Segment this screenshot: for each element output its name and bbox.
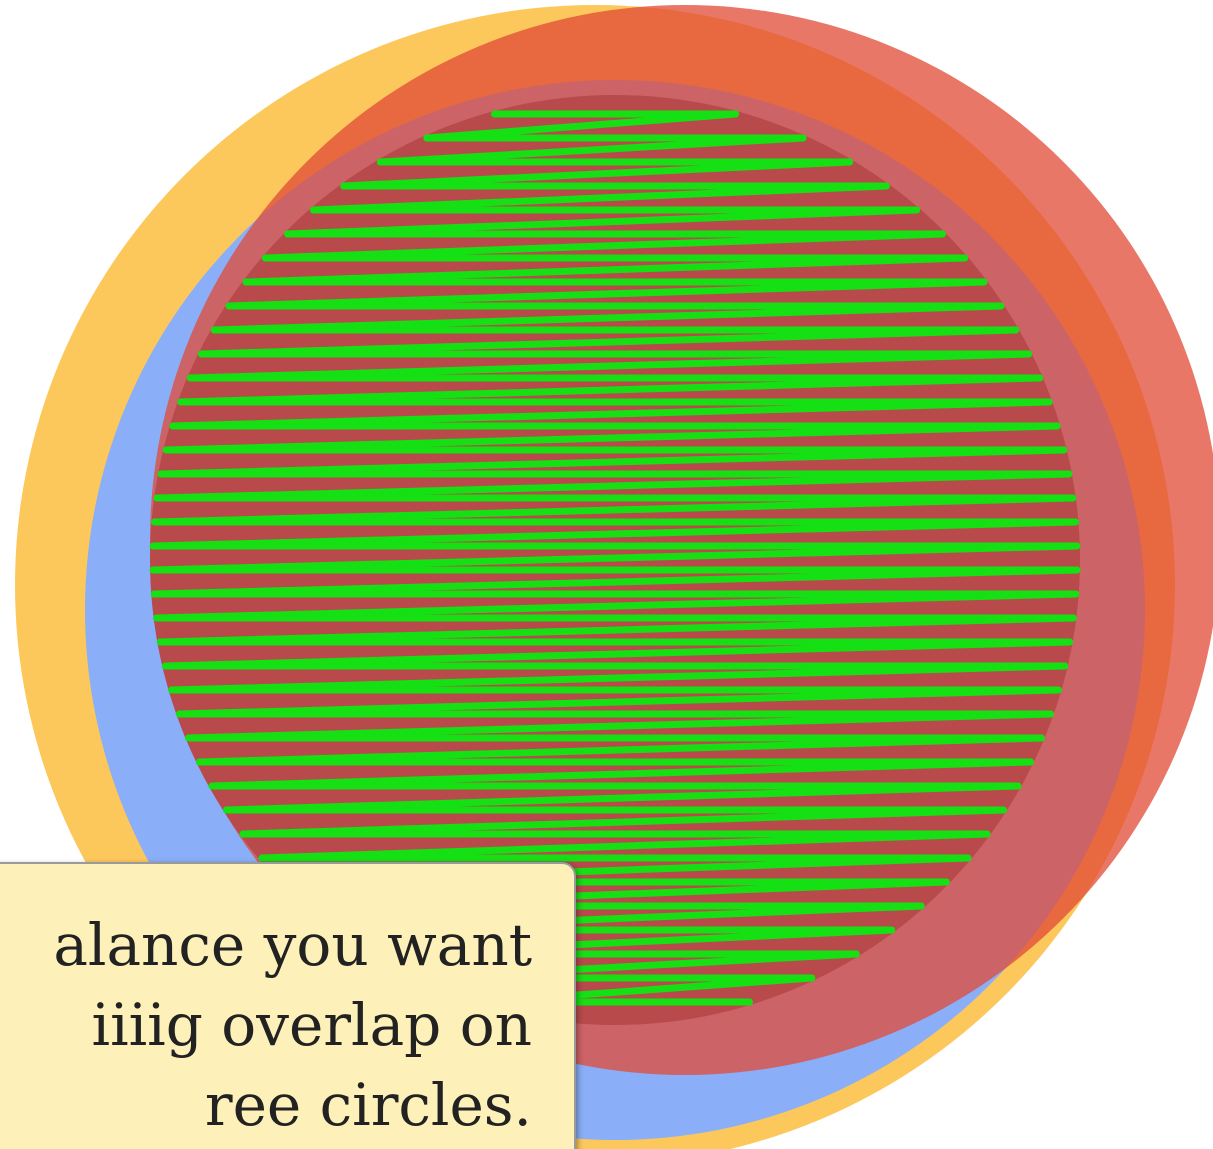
- hatch-line: [186, 350, 1033, 382]
- hatch-line: [239, 806, 1008, 838]
- hatch-line: [225, 278, 988, 310]
- hatch-line: [309, 182, 890, 214]
- hatch-line: [169, 398, 1053, 430]
- hatch-line: [376, 134, 807, 166]
- hatch-line: [242, 254, 969, 286]
- hatch-line: [156, 614, 1077, 646]
- hatch-line: [162, 422, 1061, 454]
- hatch-line: [177, 374, 1044, 406]
- hatch-line: [210, 302, 1005, 334]
- hatch-line: [258, 830, 991, 862]
- hatch-line: [153, 470, 1073, 502]
- hatch-line: [208, 758, 1034, 790]
- hatch-line: [168, 662, 1069, 694]
- hatch-line: [196, 734, 1045, 766]
- hatch-line: [222, 782, 1022, 814]
- hatch-line: [284, 206, 921, 238]
- hatch-line: [175, 686, 1062, 718]
- hatch-line: [161, 638, 1074, 670]
- tooltip-line: iiiig overlap on: [91, 991, 532, 1059]
- tooltip-line: alance you want: [53, 911, 532, 979]
- hatch-line: [197, 326, 1020, 358]
- hatch-line: [157, 446, 1068, 478]
- hatch-line: [340, 158, 854, 190]
- hatch-line: [423, 110, 740, 142]
- hatch-line: [149, 542, 1081, 574]
- hatch-line: [150, 566, 1081, 598]
- hatch-line: [151, 494, 1077, 526]
- hatch-line: [185, 710, 1055, 742]
- hatch-line: [153, 590, 1080, 622]
- hatch-line: [261, 230, 946, 262]
- tooltip-line: ree circles.: [204, 1071, 532, 1139]
- tooltip: alance you want iiiig overlap on ree cir…: [0, 862, 576, 1149]
- hatch-line: [149, 518, 1079, 550]
